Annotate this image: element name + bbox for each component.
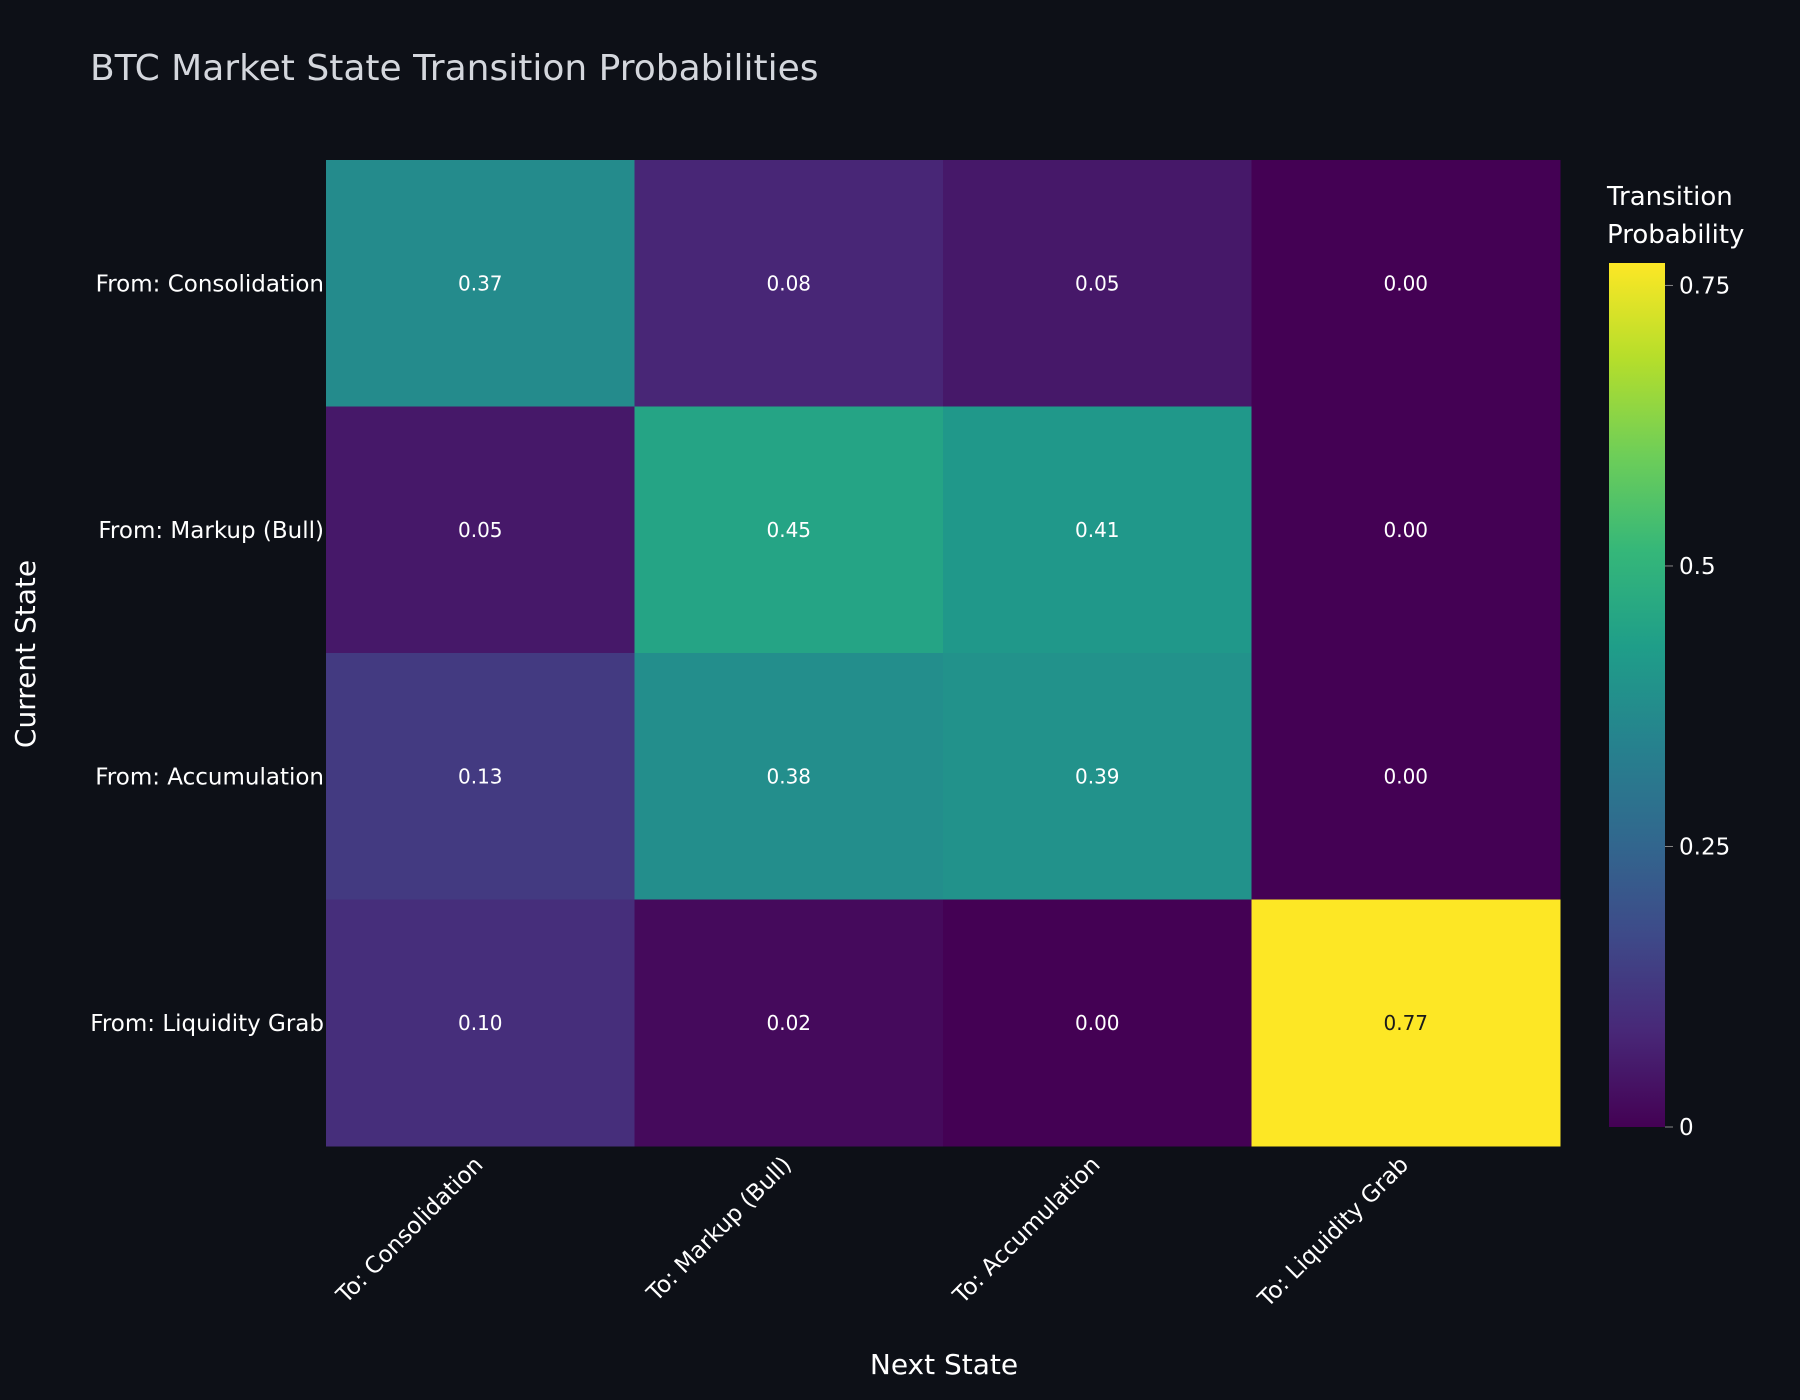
heatmap-cell <box>943 653 1252 900</box>
heatmap-cell <box>326 899 635 1147</box>
colorbar-ticks: 0 0.25 0.5 0.75 <box>1665 273 1730 1141</box>
y-tick-label: From: Consolidation <box>96 271 324 297</box>
colorbar-title-line2: Probability <box>1607 220 1744 250</box>
heatmap-cell <box>634 899 944 1147</box>
heatmap-cell-labels: 0.37 0.08 0.05 0.00 0.05 0.45 0.41 0.00 0.13 0.38… <box>458 271 1428 1035</box>
heatmap-cell <box>1251 899 1561 1147</box>
heatmap-cell-label: 0.13 <box>458 764 503 788</box>
heatmap-cell <box>326 653 635 900</box>
heatmap-cell-label: 0.00 <box>1383 518 1428 542</box>
heatmap-cell <box>943 899 1252 1147</box>
heatmap-cell-label: 0.45 <box>766 518 811 542</box>
heatmap-cell-label: 0.00 <box>1383 271 1428 295</box>
heatmap-cell-label: 0.38 <box>766 764 811 788</box>
colorbar-tick-label: 0.25 <box>1679 834 1730 860</box>
colorbar-tick-label: 0 <box>1679 1115 1694 1141</box>
y-axis-ticks: From: Consolidation From: Markup (Bull) Fr… <box>90 271 324 1037</box>
heatmap-cell <box>943 160 1252 407</box>
heatmap-cell-label: 0.00 <box>1075 1011 1120 1035</box>
heatmap-cell <box>326 160 635 407</box>
heatmap-cell-label: 0.05 <box>1075 271 1120 295</box>
colorbar-tick-label: 0.5 <box>1679 554 1716 580</box>
colorbar: Transition Probability 0 0.25 0.5 0.75 <box>1606 182 1744 1141</box>
y-tick-label: From: Accumulation <box>95 764 324 790</box>
heatmap-cell-label: 0.77 <box>1383 1011 1428 1035</box>
y-axis-title: Current State <box>9 560 42 748</box>
x-axis-title: Next State <box>870 1348 1018 1381</box>
heatmap-cell <box>326 406 635 654</box>
heatmap-cell <box>943 406 1252 654</box>
heatmap-cell-label: 0.10 <box>458 1011 503 1035</box>
colorbar-title-line1: Transition <box>1606 182 1733 212</box>
heatmap-cell-label: 0.02 <box>766 1011 811 1035</box>
heatmap-cell-label: 0.08 <box>766 271 811 295</box>
heatmap-cell-label: 0.41 <box>1075 518 1120 542</box>
colorbar-gradient <box>1609 263 1665 1127</box>
x-tick-label: To: Accumulation <box>948 1152 1106 1310</box>
heatmap-cells <box>326 160 1561 1147</box>
heatmap-cell <box>1251 160 1561 407</box>
heatmap-cell-label: 0.00 <box>1383 764 1428 788</box>
heatmap-cell <box>1251 653 1561 900</box>
x-tick-label: To: Consolidation <box>331 1152 488 1309</box>
x-tick-label: To: Liquidity Grab <box>1253 1152 1414 1313</box>
heatmap-cell-label: 0.05 <box>458 518 503 542</box>
heatmap-cell <box>1251 406 1561 654</box>
y-tick-label: From: Liquidity Grab <box>90 1011 324 1037</box>
x-tick-label: To: Markup (Bull) <box>642 1152 797 1307</box>
chart-title: BTC Market State Transition Probabilitie… <box>90 48 819 89</box>
heatmap-cell <box>634 406 944 654</box>
x-axis-ticks: To: Consolidation To: Markup (Bull) To: Ac… <box>331 1152 1414 1313</box>
colorbar-tick-label: 0.75 <box>1679 273 1730 299</box>
heatmap-cell <box>634 160 944 407</box>
heatmap-cell-label: 0.37 <box>458 271 503 295</box>
y-tick-label: From: Markup (Bull) <box>98 518 324 544</box>
heatmap-cell-label: 0.39 <box>1075 764 1120 788</box>
heatmap-cell <box>634 653 944 900</box>
